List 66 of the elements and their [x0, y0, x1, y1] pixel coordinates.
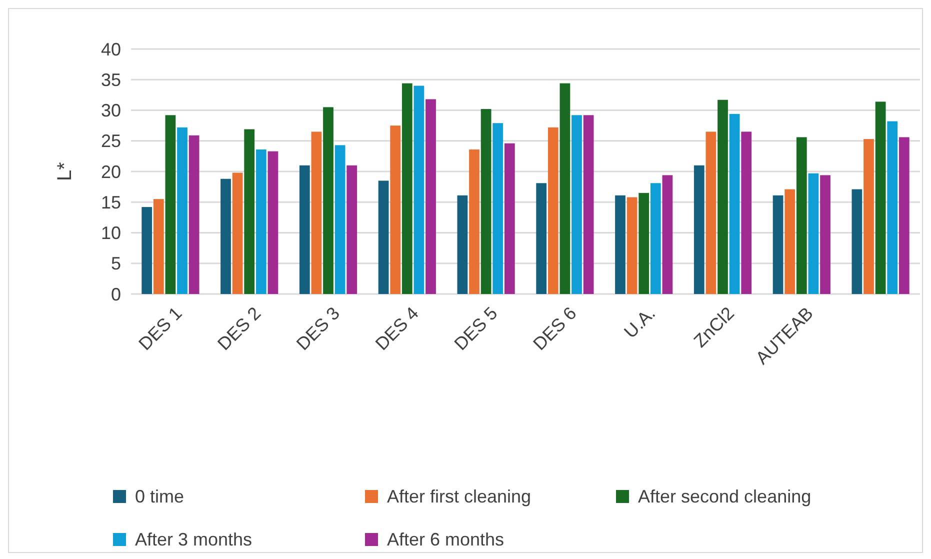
legend-label: After 3 months: [135, 529, 252, 550]
bar: [706, 132, 716, 294]
x-tick-label: U.A.: [620, 303, 660, 342]
bar: [572, 115, 582, 294]
bar: [390, 126, 401, 294]
bar: [402, 83, 412, 294]
bar: [232, 172, 243, 294]
y-tick-label: 40: [100, 39, 121, 60]
legend-label: After second cleaning: [638, 486, 812, 506]
bar: [864, 139, 874, 294]
y-tick-label: 25: [100, 131, 121, 152]
bar: [299, 165, 310, 294]
bar: [504, 143, 515, 294]
bar: [165, 115, 176, 294]
bar: [469, 149, 480, 294]
bar: [334, 145, 346, 294]
y-tick-label: 5: [110, 254, 121, 274]
bar: [268, 151, 278, 294]
bar: [772, 195, 784, 294]
bar: [694, 165, 704, 294]
bar: [626, 197, 638, 294]
legend-label: After 6 months: [387, 529, 504, 550]
legend-label: After first cleaning: [387, 486, 532, 506]
bar: [796, 137, 807, 294]
bar: [480, 109, 492, 294]
bar: [346, 165, 358, 294]
bar: [741, 132, 752, 294]
bar: [256, 149, 266, 294]
bar: [536, 183, 547, 294]
bar: [615, 195, 626, 294]
bar: [323, 107, 334, 294]
bar: [560, 83, 570, 294]
bar: [426, 99, 436, 294]
bar: [378, 180, 389, 294]
y-tick-label: 15: [100, 192, 121, 212]
bar: [898, 137, 910, 294]
y-axis-title: L*: [54, 162, 76, 181]
y-tick-label: 35: [100, 70, 121, 90]
bar: [887, 121, 898, 294]
bar: [548, 127, 558, 294]
bar: [492, 123, 504, 294]
bar: [662, 175, 673, 294]
bar: [875, 102, 886, 294]
y-tick-label: 20: [100, 162, 121, 182]
y-tick-label: 0: [110, 284, 121, 304]
bar: [729, 114, 740, 294]
legend-label: 0 time: [135, 486, 184, 506]
y-tick-label: 30: [100, 100, 121, 121]
bar: [650, 183, 661, 294]
bar: [311, 132, 322, 294]
bar: [244, 129, 255, 294]
bar: [808, 173, 819, 294]
y-tick-label: 10: [100, 223, 121, 244]
bar: [188, 135, 200, 294]
bar: [852, 189, 862, 294]
bar: [142, 207, 152, 294]
bar: [457, 195, 468, 294]
bar: [414, 86, 424, 294]
bar: [220, 178, 231, 294]
bar: [718, 100, 728, 294]
bar: [177, 127, 188, 294]
bar: [583, 115, 594, 294]
bar: [820, 175, 830, 294]
bar: [153, 199, 164, 294]
bar: [638, 192, 650, 294]
bar: [784, 189, 796, 294]
